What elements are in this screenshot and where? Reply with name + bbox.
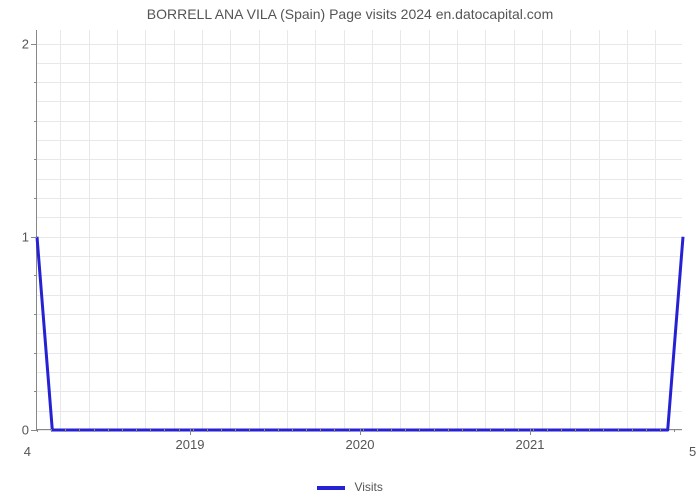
x-tick-label: 2019 <box>176 437 205 452</box>
y-tick <box>31 44 37 45</box>
x-tick-minor <box>193 429 194 432</box>
x-tick-minor <box>306 429 307 432</box>
corner-label-bottom-right: 5 <box>689 444 696 459</box>
x-tick-minor <box>37 429 38 432</box>
x-tick-minor <box>334 429 335 432</box>
y-tick-label: 0 <box>22 423 29 438</box>
x-tick-minor <box>377 429 378 432</box>
x-tick-minor <box>547 429 548 432</box>
x-tick-label: 2021 <box>516 437 545 452</box>
x-tick-minor <box>674 429 675 432</box>
y-tick-label: 2 <box>22 36 29 51</box>
x-tick-minor <box>349 429 350 432</box>
y-tick-minor <box>34 198 37 199</box>
x-tick-minor <box>278 429 279 432</box>
x-tick-minor <box>292 429 293 432</box>
y-tick-minor <box>34 121 37 122</box>
x-tick-label: 2020 <box>346 437 375 452</box>
x-tick-minor <box>108 429 109 432</box>
x-tick-minor <box>79 429 80 432</box>
legend: Visits <box>0 480 700 494</box>
x-tick-minor <box>448 429 449 432</box>
x-tick-minor <box>221 429 222 432</box>
x-tick-minor <box>646 429 647 432</box>
x-tick-minor <box>405 429 406 432</box>
x-tick-minor <box>419 429 420 432</box>
x-tick-minor <box>618 429 619 432</box>
chart-title: BORRELL ANA VILA (Spain) Page visits 202… <box>0 6 700 22</box>
y-tick-minor <box>34 391 37 392</box>
series-line <box>37 237 683 430</box>
x-tick-minor <box>518 429 519 432</box>
y-tick-minor <box>34 82 37 83</box>
y-tick-minor <box>34 314 37 315</box>
x-tick-minor <box>320 429 321 432</box>
x-tick-minor <box>462 429 463 432</box>
plot-area: 012201920202021 4 5 <box>36 30 682 430</box>
y-tick-minor <box>34 275 37 276</box>
x-tick-minor <box>504 429 505 432</box>
chart-container: BORRELL ANA VILA (Spain) Page visits 202… <box>0 0 700 500</box>
x-tick-minor <box>589 429 590 432</box>
x-tick-minor <box>136 429 137 432</box>
x-tick-minor <box>51 429 52 432</box>
x-tick <box>360 429 361 435</box>
corner-label-bottom-left: 4 <box>24 444 31 459</box>
y-tick <box>31 237 37 238</box>
x-tick-minor <box>603 429 604 432</box>
x-tick-minor <box>150 429 151 432</box>
x-tick-minor <box>65 429 66 432</box>
x-tick-minor <box>490 429 491 432</box>
x-tick-minor <box>235 429 236 432</box>
x-tick-minor <box>476 429 477 432</box>
x-tick-minor <box>249 429 250 432</box>
y-tick-minor <box>34 353 37 354</box>
legend-label: Visits <box>354 480 382 494</box>
x-tick-minor <box>575 429 576 432</box>
x-tick-minor <box>660 429 661 432</box>
x-tick <box>530 429 531 435</box>
data-line <box>37 30 683 430</box>
x-tick-minor <box>533 429 534 432</box>
x-tick-minor <box>207 429 208 432</box>
x-tick-minor <box>632 429 633 432</box>
x-tick-minor <box>264 429 265 432</box>
x-tick-minor <box>122 429 123 432</box>
legend-swatch <box>317 486 345 490</box>
x-tick-minor <box>164 429 165 432</box>
y-tick-label: 1 <box>22 229 29 244</box>
x-tick <box>190 429 191 435</box>
x-tick-minor <box>391 429 392 432</box>
x-tick-minor <box>363 429 364 432</box>
x-tick-minor <box>94 429 95 432</box>
y-tick-minor <box>34 159 37 160</box>
x-tick-minor <box>179 429 180 432</box>
x-tick-minor <box>561 429 562 432</box>
x-tick-minor <box>434 429 435 432</box>
